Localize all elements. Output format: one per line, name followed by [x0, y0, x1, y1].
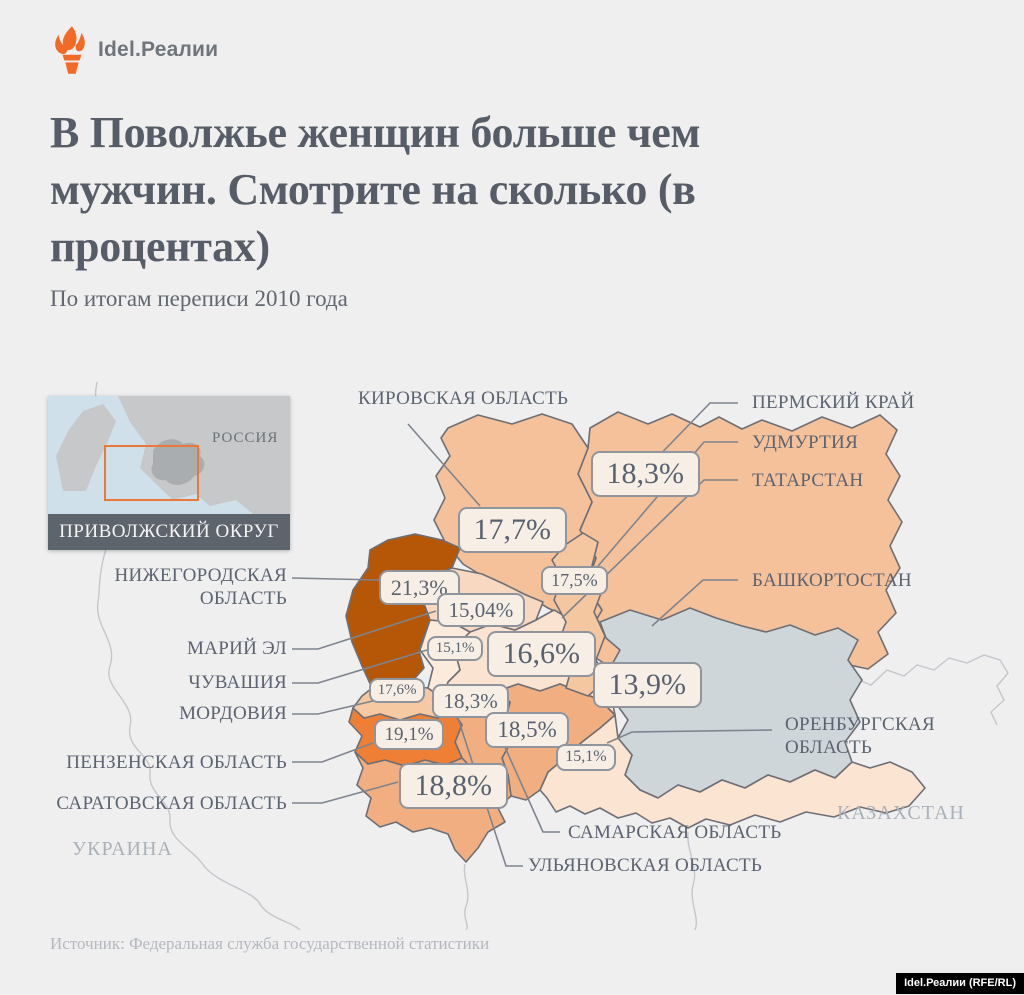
- brand-name: Idel.Реалии: [98, 38, 219, 61]
- subtitle: По итогам переписи 2010 года: [50, 286, 348, 311]
- border-kazakhstan-southwest: [463, 863, 469, 930]
- credit-badge: Idel.Реалии (RFE/RL): [896, 973, 1024, 994]
- value-badge-bashkortostan: 13,9%: [593, 662, 702, 709]
- leader-lines: [291, 402, 773, 867]
- value-badge-udmurtia: 17,5%: [541, 566, 608, 596]
- value-badge-mordovia: 17,6%: [369, 678, 426, 704]
- leader-penza: [292, 742, 374, 763]
- region-label-orenburg: ОРЕНБУРГСКАЯ ОБЛАСТЬ: [785, 714, 935, 759]
- region-label-perm: ПЕРМСКИЙ КРАЙ: [752, 392, 915, 413]
- leader-tatarstan: [561, 479, 738, 619]
- region-label-kirov: КИРОВСКАЯ ОБЛАСТЬ: [358, 388, 569, 409]
- region-label-mariel: МАРИЙ ЭЛ: [186, 638, 287, 659]
- inset-scandinavia: [56, 404, 116, 491]
- title-line-3: процентах): [50, 222, 270, 272]
- inset-caption: ПРИВОЛЖСКИЙ ОКРУГ: [48, 514, 290, 550]
- region-label-saratov: САРАТОВСКАЯ ОБЛАСТЬ: [56, 793, 287, 814]
- source-note: Источник: Федеральная служба государстве…: [50, 934, 490, 953]
- value-badge-mariel: 15,04%: [437, 593, 525, 627]
- value-badge-penza: 19,1%: [374, 719, 445, 750]
- inset-highlight-box: [104, 445, 199, 501]
- value-badge-ulyanovsk: 18,3%: [432, 684, 510, 718]
- region-label-penza: ПЕНЗЕНСКАЯ ОБЛАСТЬ: [66, 752, 287, 773]
- leader-nizhny: [291, 577, 380, 581]
- russia-inset-map: РОССИЯ ПРИВОЛЖСКИЙ ОКРУГ: [48, 396, 290, 550]
- inset-volga-district: [151, 439, 205, 485]
- value-badge-perm: 18,3%: [591, 451, 700, 498]
- page-title: В Поволжье женщин больше чем мужчин. Смо…: [50, 104, 950, 276]
- leader-saratov: [292, 781, 399, 804]
- region-label-mordovia: МОРДОВИЯ: [179, 703, 287, 724]
- leader-mariel: [292, 610, 437, 650]
- region-label-tatarstan: ТАТАРСТАН: [752, 470, 864, 491]
- neighbor-label-ukraine: УКРАИНА: [72, 838, 173, 860]
- region-label-ulyanovsk: УЛЬЯНОВСКАЯ ОБЛАСТЬ: [528, 855, 763, 876]
- region-label-bashkortostan: БАШКОРТОСТАН: [752, 570, 912, 591]
- value-badge-saratov: 18,8%: [399, 763, 508, 810]
- border-kazakhstan-south: [687, 831, 697, 930]
- value-badge-tatarstan: 16,6%: [487, 631, 596, 678]
- leader-kirov: [407, 423, 481, 507]
- brand-logo: Idel.Реалии: [52, 26, 218, 74]
- inset-country-label: РОССИЯ: [212, 430, 278, 446]
- value-badge-chuvashia: 15,1%: [427, 636, 484, 662]
- leader-mordovia: [292, 694, 399, 715]
- leader-chuvashia: [292, 649, 428, 684]
- title-line-1: В Поволжье женщин больше чем: [50, 108, 701, 157]
- region-label-nizhny: НИЖЕГОРОДСКАЯ ОБЛАСТЬ: [114, 565, 287, 610]
- inset-map-canvas: РОССИЯ: [48, 396, 290, 514]
- value-badge-samara: 18,5%: [485, 712, 570, 749]
- torch-icon: [55, 26, 85, 74]
- leader-udmurtia: [597, 441, 738, 567]
- region-orenburg: [539, 714, 926, 829]
- value-badge-orenburg: 15,1%: [556, 744, 616, 771]
- leader-bashkortostan: [651, 579, 738, 627]
- neighbor-label-kazakhstan: КАЗАХСТАН: [837, 802, 965, 824]
- title-line-2: мужчин. Смотрите на сколько (в: [50, 165, 696, 215]
- leader-orenburg: [606, 729, 773, 744]
- inset-russia-land: [118, 396, 290, 514]
- region-label-samara: САМАРСКАЯ ОБЛАСТЬ: [568, 822, 782, 843]
- leader-perm: [648, 402, 738, 467]
- region-label-udmurtia: УДМУРТИЯ: [752, 432, 859, 453]
- region-label-chuvashia: ЧУВАШИЯ: [188, 672, 287, 693]
- leader-samara: [503, 744, 560, 833]
- value-badge-kirov: 17,7%: [458, 507, 567, 554]
